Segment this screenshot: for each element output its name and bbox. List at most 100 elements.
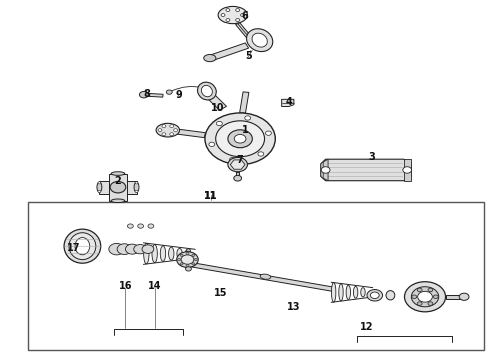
Text: 12: 12 bbox=[361, 322, 374, 332]
Polygon shape bbox=[236, 172, 239, 177]
Ellipse shape bbox=[218, 6, 247, 24]
Ellipse shape bbox=[339, 284, 343, 301]
Polygon shape bbox=[236, 23, 252, 39]
Circle shape bbox=[170, 125, 173, 127]
Text: 9: 9 bbox=[175, 90, 182, 100]
Polygon shape bbox=[171, 129, 205, 138]
Ellipse shape bbox=[69, 233, 96, 260]
Circle shape bbox=[109, 243, 124, 255]
Circle shape bbox=[162, 125, 166, 127]
Circle shape bbox=[405, 282, 445, 312]
Circle shape bbox=[417, 302, 422, 305]
Polygon shape bbox=[209, 43, 248, 61]
Circle shape bbox=[192, 254, 195, 256]
Circle shape bbox=[230, 157, 236, 162]
Circle shape bbox=[140, 91, 148, 98]
Ellipse shape bbox=[177, 248, 182, 259]
Circle shape bbox=[209, 142, 215, 147]
Circle shape bbox=[417, 288, 422, 292]
Ellipse shape bbox=[246, 29, 273, 51]
Ellipse shape bbox=[361, 288, 365, 297]
Circle shape bbox=[180, 263, 183, 265]
Circle shape bbox=[241, 14, 245, 17]
Circle shape bbox=[138, 224, 144, 228]
Bar bbox=[99, 181, 137, 194]
Circle shape bbox=[170, 133, 173, 136]
Circle shape bbox=[321, 167, 330, 173]
Ellipse shape bbox=[197, 82, 216, 100]
Ellipse shape bbox=[75, 238, 90, 255]
Circle shape bbox=[192, 263, 195, 265]
Circle shape bbox=[216, 121, 265, 157]
Ellipse shape bbox=[331, 283, 336, 302]
Circle shape bbox=[173, 129, 177, 132]
Polygon shape bbox=[323, 159, 328, 181]
Ellipse shape bbox=[64, 229, 101, 263]
Polygon shape bbox=[187, 262, 334, 291]
Circle shape bbox=[266, 131, 271, 135]
Circle shape bbox=[110, 181, 126, 193]
Circle shape bbox=[417, 291, 432, 302]
Circle shape bbox=[134, 244, 147, 254]
Text: 11: 11 bbox=[204, 191, 218, 201]
Circle shape bbox=[166, 90, 172, 94]
Text: 7: 7 bbox=[237, 155, 244, 165]
Circle shape bbox=[178, 258, 181, 261]
Text: 1: 1 bbox=[242, 125, 248, 135]
Polygon shape bbox=[240, 92, 249, 113]
Text: 5: 5 bbox=[245, 51, 252, 61]
Bar bbox=[109, 174, 127, 201]
Circle shape bbox=[412, 295, 416, 298]
Circle shape bbox=[228, 130, 252, 148]
Ellipse shape bbox=[152, 244, 157, 263]
Circle shape bbox=[367, 289, 383, 301]
Circle shape bbox=[428, 302, 433, 305]
Circle shape bbox=[403, 167, 412, 173]
Ellipse shape bbox=[169, 247, 174, 260]
Circle shape bbox=[142, 245, 154, 253]
Circle shape bbox=[459, 293, 469, 300]
Circle shape bbox=[180, 254, 183, 256]
Circle shape bbox=[162, 133, 166, 136]
Circle shape bbox=[217, 121, 222, 126]
Circle shape bbox=[236, 9, 240, 12]
Ellipse shape bbox=[144, 243, 149, 264]
Ellipse shape bbox=[201, 85, 212, 97]
Circle shape bbox=[177, 252, 198, 267]
Circle shape bbox=[234, 175, 242, 181]
Circle shape bbox=[148, 224, 154, 228]
Text: 16: 16 bbox=[119, 281, 132, 291]
Text: 14: 14 bbox=[148, 281, 161, 291]
Text: 3: 3 bbox=[368, 152, 375, 162]
Ellipse shape bbox=[185, 249, 191, 258]
Polygon shape bbox=[282, 99, 294, 107]
Text: 17: 17 bbox=[67, 243, 81, 253]
Text: 4: 4 bbox=[286, 97, 293, 107]
Circle shape bbox=[158, 129, 162, 132]
Text: 11: 11 bbox=[204, 191, 218, 201]
Circle shape bbox=[187, 249, 191, 252]
Ellipse shape bbox=[111, 199, 125, 203]
Circle shape bbox=[433, 295, 438, 298]
Circle shape bbox=[186, 252, 189, 255]
Circle shape bbox=[370, 292, 379, 298]
Circle shape bbox=[226, 9, 230, 12]
Polygon shape bbox=[230, 160, 245, 169]
Polygon shape bbox=[205, 92, 226, 110]
Circle shape bbox=[186, 267, 192, 271]
Circle shape bbox=[117, 244, 132, 255]
Text: 2: 2 bbox=[115, 176, 122, 186]
Circle shape bbox=[428, 288, 433, 292]
Polygon shape bbox=[321, 159, 411, 181]
Text: 8: 8 bbox=[144, 89, 151, 99]
Ellipse shape bbox=[111, 172, 125, 175]
Bar bbox=[27, 202, 485, 350]
Circle shape bbox=[186, 265, 189, 267]
Text: 15: 15 bbox=[214, 288, 227, 298]
Circle shape bbox=[98, 190, 101, 193]
Ellipse shape bbox=[160, 246, 166, 261]
Circle shape bbox=[195, 258, 197, 261]
Circle shape bbox=[236, 19, 240, 22]
Circle shape bbox=[411, 287, 439, 307]
Circle shape bbox=[205, 113, 275, 165]
